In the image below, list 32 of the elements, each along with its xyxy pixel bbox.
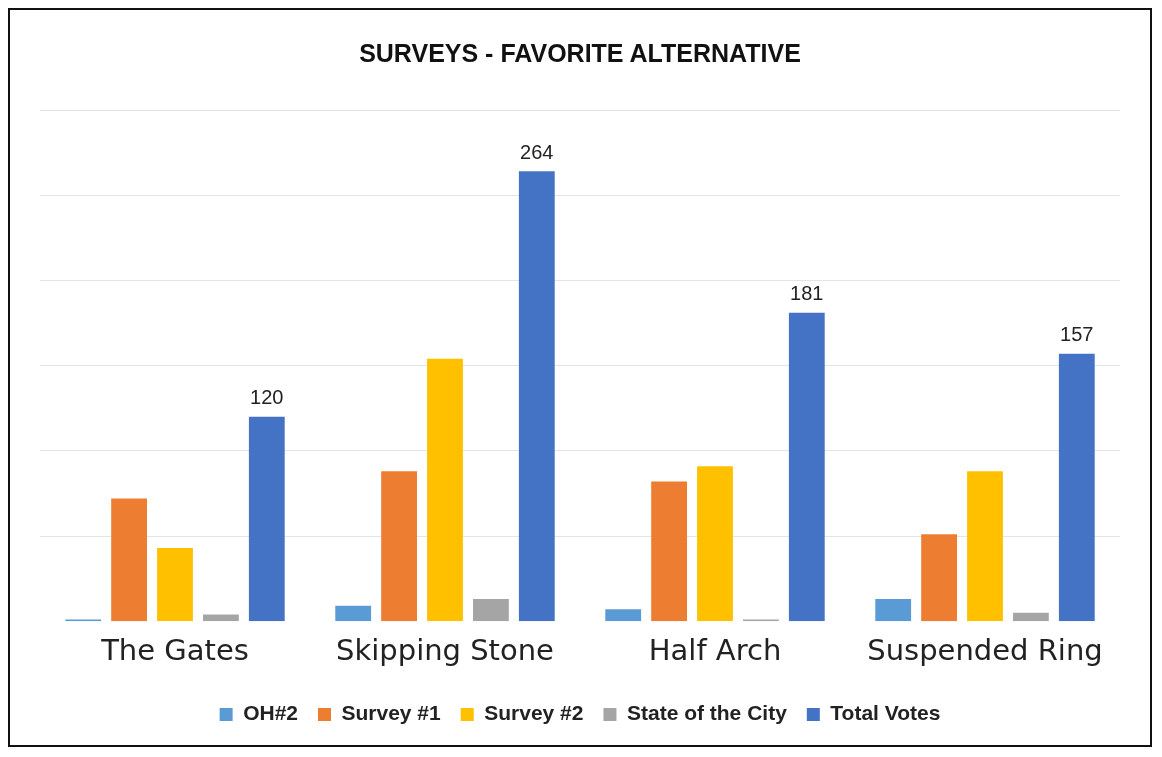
bar bbox=[605, 609, 642, 622]
legend-label: Survey #1 bbox=[341, 701, 442, 725]
legend-label: Survey #2 bbox=[484, 701, 584, 725]
chart-title: SURVEYS - FAVORITE ALTERNATIVE bbox=[359, 38, 801, 67]
bar bbox=[203, 614, 239, 622]
bar bbox=[381, 471, 417, 622]
data-label: 181 bbox=[790, 282, 824, 305]
bar bbox=[111, 498, 147, 622]
data-label: 157 bbox=[1060, 323, 1094, 346]
bar bbox=[157, 547, 193, 622]
legend-label: State of the City bbox=[626, 701, 788, 725]
bar bbox=[518, 171, 555, 622]
bar bbox=[427, 358, 463, 622]
legend-label: Total Votes bbox=[830, 701, 941, 725]
bar bbox=[921, 534, 957, 622]
bar bbox=[473, 599, 509, 622]
x-tick-label: Skipping Stone bbox=[336, 633, 554, 668]
x-tick-label: Suspended Ring bbox=[867, 633, 1103, 668]
data-label: 120 bbox=[250, 386, 284, 409]
bar bbox=[875, 599, 912, 622]
x-tick-label: The Gates bbox=[100, 633, 249, 668]
bar bbox=[335, 605, 372, 622]
bar bbox=[967, 471, 1003, 622]
bar bbox=[651, 481, 687, 622]
bar bbox=[697, 466, 733, 622]
bar bbox=[248, 416, 285, 622]
bar bbox=[1058, 353, 1095, 622]
bar bbox=[788, 312, 825, 622]
x-tick-label: Half Arch bbox=[648, 633, 782, 668]
bar bbox=[1013, 612, 1049, 622]
data-label: 264 bbox=[520, 140, 554, 163]
legend-label: OH#2 bbox=[243, 701, 298, 725]
